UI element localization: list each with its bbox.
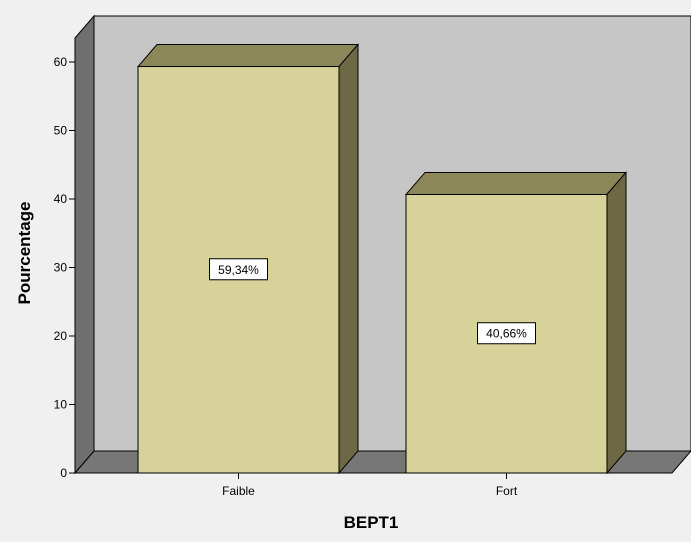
y-tick-label: 60 <box>54 55 68 69</box>
data-label-box <box>209 258 268 281</box>
y-tick-label: 30 <box>54 261 68 275</box>
bar-top <box>404 171 628 195</box>
data-label: 40,66% <box>477 322 536 345</box>
bar-top <box>136 44 360 68</box>
y-tick-label: 40 <box>54 192 68 206</box>
data-label-box <box>477 322 536 345</box>
data-label: 59,34% <box>209 258 268 281</box>
y-axis: 0 10 20 30 40 50 60 <box>54 55 75 480</box>
y-tick-label: 0 <box>60 466 67 480</box>
y-axis-title: Pourcentage <box>15 202 34 305</box>
side-wall <box>74 14 95 475</box>
data-labels: 59,34% 40,66% <box>209 258 536 345</box>
bar-side <box>606 171 627 475</box>
y-tick-label: 50 <box>54 124 68 138</box>
data-label-text: 59,34% <box>218 263 259 277</box>
x-tick-label: Fort <box>496 484 518 498</box>
data-label-text: 40,66% <box>486 327 527 341</box>
bar-side <box>338 43 359 475</box>
x-tick-label: Faible <box>222 484 255 498</box>
x-axis: Faible Fort <box>222 473 518 498</box>
y-tick-label: 10 <box>54 398 68 412</box>
y-tick-label: 20 <box>54 329 68 343</box>
x-axis-title: BEPT1 <box>344 513 399 532</box>
